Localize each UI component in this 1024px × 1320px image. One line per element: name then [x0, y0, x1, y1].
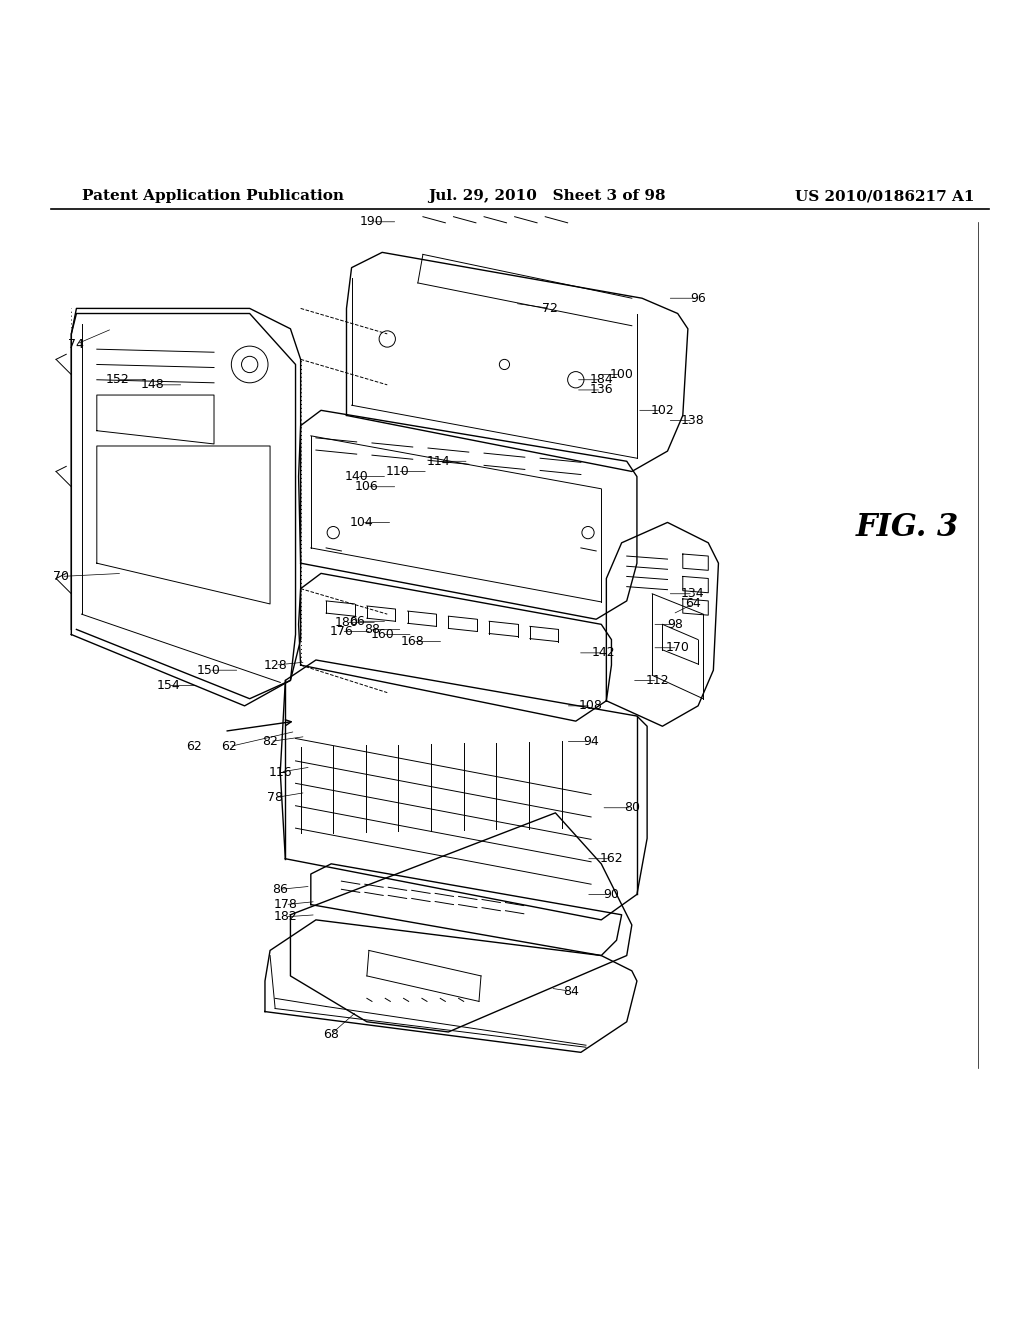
Text: 148: 148: [141, 379, 165, 391]
Text: 108: 108: [580, 700, 603, 713]
Text: 88: 88: [364, 623, 380, 636]
Text: 116: 116: [268, 766, 292, 779]
Text: 70: 70: [53, 570, 70, 583]
Text: 90: 90: [603, 888, 620, 900]
Text: 62: 62: [185, 741, 202, 754]
Text: 138: 138: [681, 414, 705, 426]
Text: 178: 178: [273, 898, 297, 911]
Text: 140: 140: [345, 470, 369, 483]
Text: 112: 112: [645, 675, 669, 686]
Text: 150: 150: [197, 664, 221, 677]
Text: 160: 160: [371, 628, 394, 642]
Text: 102: 102: [650, 404, 674, 417]
Text: 98: 98: [668, 618, 684, 631]
Text: 128: 128: [263, 659, 287, 672]
Text: 182: 182: [273, 911, 297, 923]
Text: 64: 64: [685, 598, 700, 610]
Text: 94: 94: [584, 735, 599, 748]
Text: 190: 190: [360, 215, 384, 228]
Text: 176: 176: [330, 624, 353, 638]
Text: US 2010/0186217 A1: US 2010/0186217 A1: [795, 189, 975, 203]
Text: 142: 142: [592, 647, 615, 660]
Text: 72: 72: [543, 302, 558, 315]
Text: 78: 78: [267, 791, 284, 804]
Text: 96: 96: [690, 292, 706, 305]
Text: 168: 168: [400, 635, 425, 648]
Text: 82: 82: [262, 735, 278, 748]
Text: 66: 66: [349, 615, 365, 628]
Text: 170: 170: [666, 642, 689, 655]
Text: Jul. 29, 2010   Sheet 3 of 98: Jul. 29, 2010 Sheet 3 of 98: [428, 189, 666, 203]
Text: 80: 80: [624, 801, 640, 814]
Text: 100: 100: [609, 368, 634, 381]
Text: FIG. 3: FIG. 3: [856, 512, 959, 543]
Text: 110: 110: [386, 465, 410, 478]
Text: 106: 106: [355, 480, 379, 494]
Text: 74: 74: [69, 338, 84, 351]
Text: 184: 184: [590, 374, 613, 387]
Text: 154: 154: [157, 678, 180, 692]
Text: 180: 180: [335, 616, 358, 628]
Text: 104: 104: [350, 516, 374, 529]
Text: 136: 136: [590, 383, 613, 396]
Text: 134: 134: [681, 587, 705, 601]
Text: Patent Application Publication: Patent Application Publication: [82, 189, 343, 203]
Text: 62: 62: [221, 741, 238, 754]
Text: 114: 114: [426, 455, 450, 467]
Text: 84: 84: [563, 985, 579, 998]
Text: 86: 86: [272, 883, 288, 896]
Text: 68: 68: [324, 1027, 339, 1040]
Text: 162: 162: [600, 853, 624, 865]
Text: 152: 152: [105, 374, 129, 387]
